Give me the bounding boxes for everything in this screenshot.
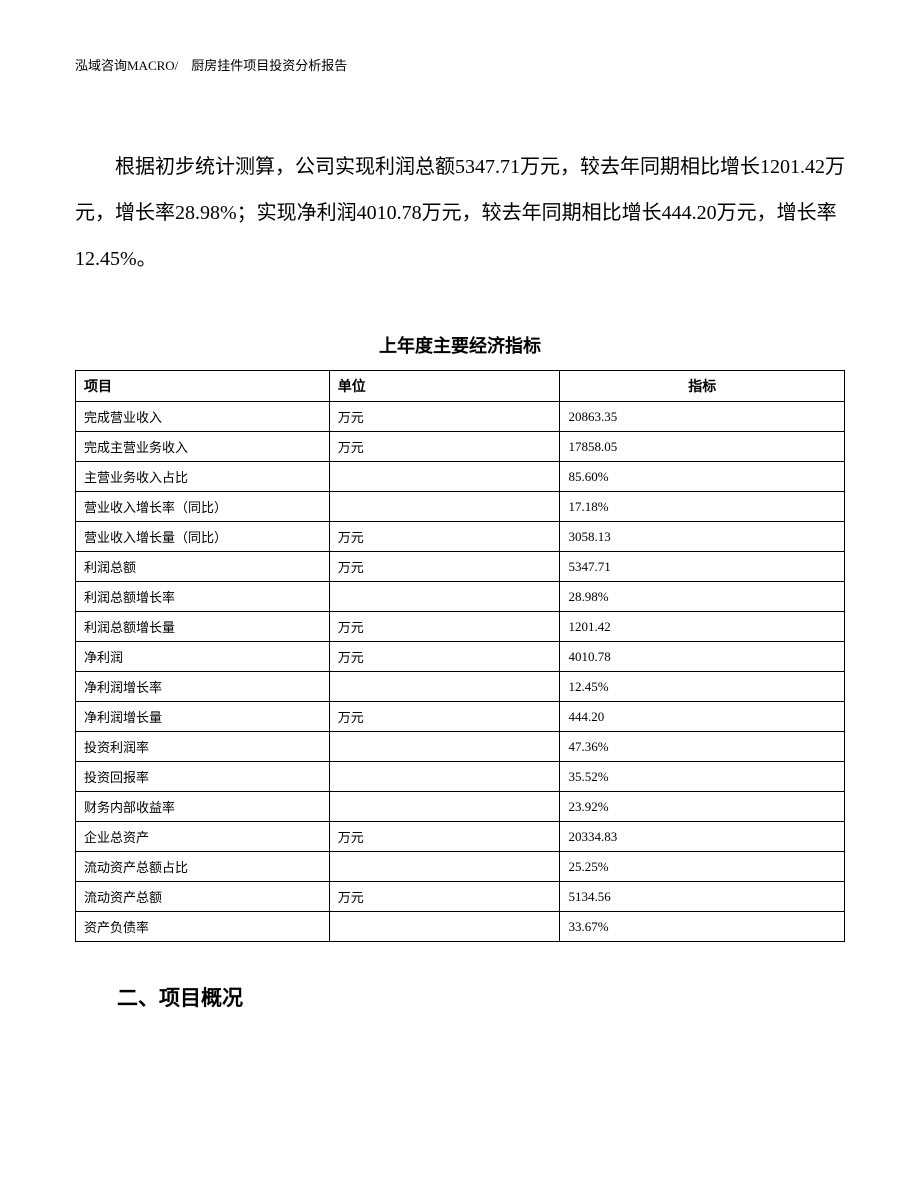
table-cell: 净利润增长量 xyxy=(76,702,330,732)
table-cell: 5347.71 xyxy=(560,552,845,582)
table-cell: 万元 xyxy=(329,702,560,732)
table-cell: 投资利润率 xyxy=(76,732,330,762)
table-cell xyxy=(329,912,560,942)
table-cell: 利润总额增长率 xyxy=(76,582,330,612)
table-cell: 主营业务收入占比 xyxy=(76,462,330,492)
table-row: 财务内部收益率 23.92% xyxy=(76,792,845,822)
table-row: 净利润增长率 12.45% xyxy=(76,672,845,702)
page-header: 泓域咨询MACRO/ 厨房挂件项目投资分析报告 xyxy=(75,55,845,74)
table-row: 利润总额增长率 28.98% xyxy=(76,582,845,612)
table-title: 上年度主要经济指标 xyxy=(75,332,845,358)
table-cell: 财务内部收益率 xyxy=(76,792,330,822)
table-row: 完成主营业务收入万元17858.05 xyxy=(76,432,845,462)
table-cell: 47.36% xyxy=(560,732,845,762)
table-cell: 20334.83 xyxy=(560,822,845,852)
col-header-item: 项目 xyxy=(76,371,330,402)
section-heading: 二、项目概况 xyxy=(75,982,845,1012)
table-row: 流动资产总额占比 25.25% xyxy=(76,852,845,882)
table-cell xyxy=(329,492,560,522)
table-cell: 万元 xyxy=(329,822,560,852)
table-row: 净利润增长量万元444.20 xyxy=(76,702,845,732)
table-cell: 万元 xyxy=(329,882,560,912)
table-cell: 23.92% xyxy=(560,792,845,822)
table-cell: 万元 xyxy=(329,402,560,432)
table-cell: 25.25% xyxy=(560,852,845,882)
table-cell: 万元 xyxy=(329,522,560,552)
economic-indicators-table: 项目 单位 指标 完成营业收入万元20863.35完成主营业务收入万元17858… xyxy=(75,370,845,942)
col-header-value: 指标 xyxy=(560,371,845,402)
table-row: 完成营业收入万元20863.35 xyxy=(76,402,845,432)
table-cell xyxy=(329,732,560,762)
table-cell: 利润总额增长量 xyxy=(76,612,330,642)
table-row: 流动资产总额万元5134.56 xyxy=(76,882,845,912)
table-cell: 资产负债率 xyxy=(76,912,330,942)
table-cell: 17.18% xyxy=(560,492,845,522)
table-cell: 完成主营业务收入 xyxy=(76,432,330,462)
table-cell xyxy=(329,582,560,612)
table-cell xyxy=(329,762,560,792)
table-cell: 20863.35 xyxy=(560,402,845,432)
table-row: 企业总资产万元20334.83 xyxy=(76,822,845,852)
table-cell: 12.45% xyxy=(560,672,845,702)
col-header-unit: 单位 xyxy=(329,371,560,402)
summary-paragraph: 根据初步统计测算，公司实现利润总额5347.71万元，较去年同期相比增长1201… xyxy=(75,144,845,282)
table-cell: 营业收入增长量（同比） xyxy=(76,522,330,552)
table-cell: 投资回报率 xyxy=(76,762,330,792)
table-cell: 1201.42 xyxy=(560,612,845,642)
table-cell: 流动资产总额 xyxy=(76,882,330,912)
table-row: 投资利润率 47.36% xyxy=(76,732,845,762)
table-row: 主营业务收入占比 85.60% xyxy=(76,462,845,492)
table-cell: 万元 xyxy=(329,642,560,672)
table-cell: 净利润增长率 xyxy=(76,672,330,702)
table-cell: 28.98% xyxy=(560,582,845,612)
table-cell: 35.52% xyxy=(560,762,845,792)
table-cell xyxy=(329,672,560,702)
table-cell: 企业总资产 xyxy=(76,822,330,852)
table-row: 利润总额增长量万元1201.42 xyxy=(76,612,845,642)
table-cell: 33.67% xyxy=(560,912,845,942)
table-cell: 85.60% xyxy=(560,462,845,492)
table-cell xyxy=(329,792,560,822)
table-cell: 444.20 xyxy=(560,702,845,732)
table-cell: 利润总额 xyxy=(76,552,330,582)
table-cell: 5134.56 xyxy=(560,882,845,912)
table-cell: 4010.78 xyxy=(560,642,845,672)
table-cell: 万元 xyxy=(329,552,560,582)
table-cell: 流动资产总额占比 xyxy=(76,852,330,882)
table-row: 投资回报率 35.52% xyxy=(76,762,845,792)
table-row: 营业收入增长率（同比） 17.18% xyxy=(76,492,845,522)
table-cell: 净利润 xyxy=(76,642,330,672)
table-cell: 万元 xyxy=(329,432,560,462)
table-cell: 万元 xyxy=(329,612,560,642)
table-cell xyxy=(329,462,560,492)
table-header-row: 项目 单位 指标 xyxy=(76,371,845,402)
table-cell xyxy=(329,852,560,882)
table-row: 资产负债率 33.67% xyxy=(76,912,845,942)
table-cell: 3058.13 xyxy=(560,522,845,552)
table-cell: 营业收入增长率（同比） xyxy=(76,492,330,522)
table-row: 净利润万元4010.78 xyxy=(76,642,845,672)
table-row: 利润总额万元5347.71 xyxy=(76,552,845,582)
table-cell: 17858.05 xyxy=(560,432,845,462)
table-row: 营业收入增长量（同比）万元3058.13 xyxy=(76,522,845,552)
table-cell: 完成营业收入 xyxy=(76,402,330,432)
